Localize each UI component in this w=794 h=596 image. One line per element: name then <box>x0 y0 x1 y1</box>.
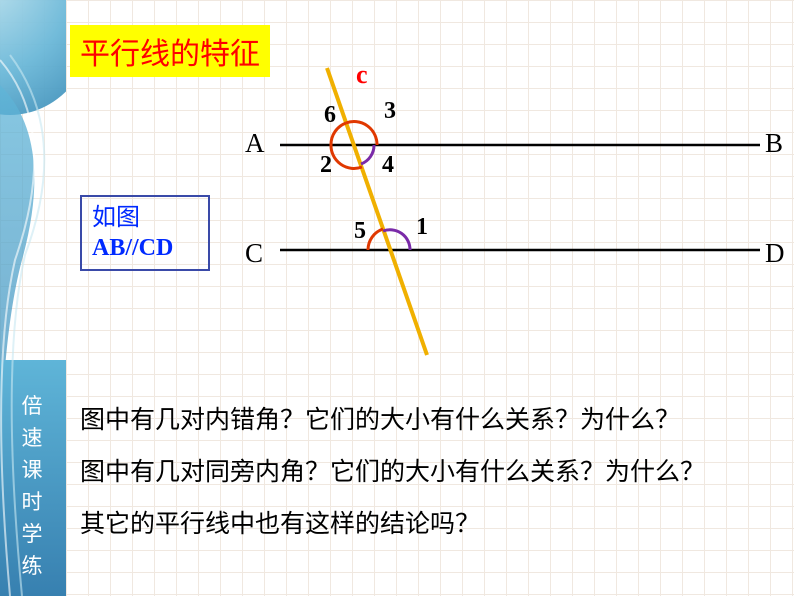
sidebar-vertical-label: 倍速课时学练 <box>18 390 48 582</box>
label-B: B <box>765 128 783 159</box>
diagram-svg <box>230 60 790 360</box>
condition-line1: 如图 <box>92 203 198 233</box>
parallel-lines-diagram: c A B C D 6 3 2 4 5 1 <box>230 60 790 360</box>
condition-box: 如图 AB//CD <box>80 195 210 271</box>
question-1: 图中有几对内错角？它们的大小有什么关系？为什么？ <box>80 395 794 447</box>
angle-label-4: 4 <box>382 152 394 179</box>
label-c: c <box>356 60 368 90</box>
arc-angle-4 <box>361 145 374 164</box>
slide-title: 平行线的特征 <box>80 38 260 71</box>
angle-label-3: 3 <box>384 98 396 125</box>
line-c <box>327 68 427 355</box>
arc-angle-5 <box>368 229 383 250</box>
angle-label-6: 6 <box>324 102 336 129</box>
label-D: D <box>765 238 785 269</box>
question-2: 图中有几对同旁内角？它们的大小有什么关系？为什么？ <box>80 447 794 499</box>
label-C: C <box>245 238 263 269</box>
condition-line2: AB//CD <box>92 233 198 263</box>
angle-label-5: 5 <box>354 218 366 245</box>
angle-label-2: 2 <box>320 152 332 179</box>
question-3: 其它的平行线中也有这样的结论吗？ <box>80 499 794 551</box>
question-block: 图中有几对内错角？它们的大小有什么关系？为什么？ 图中有几对同旁内角？它们的大小… <box>80 395 794 551</box>
slide-title-box: 平行线的特征 <box>70 25 270 77</box>
angle-label-1: 1 <box>416 214 428 241</box>
label-A: A <box>245 128 265 159</box>
